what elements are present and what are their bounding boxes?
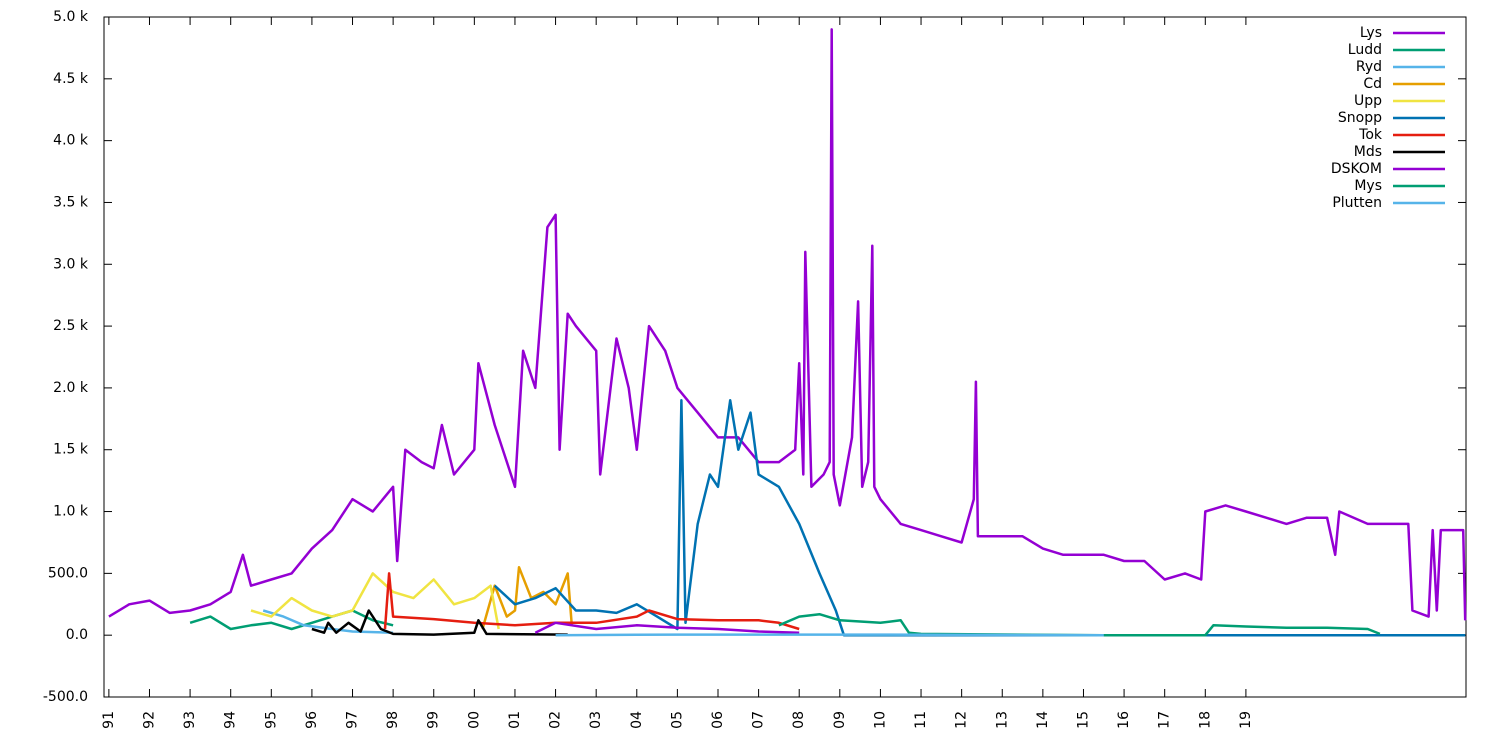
x-tick-label: 97: [345, 711, 361, 729]
x-tick-label: 09: [832, 711, 848, 729]
legend-label: Plutten: [1332, 195, 1382, 211]
x-tick-label: 07: [751, 711, 767, 729]
x-tick-label: 05: [669, 711, 685, 729]
legend-label: Tok: [1358, 127, 1383, 143]
x-tick-label: 96: [304, 711, 320, 729]
x-tick-label: 04: [629, 711, 645, 729]
legend-label: Ludd: [1348, 42, 1382, 58]
y-tick-label: 4.0 k: [53, 133, 89, 149]
legend-label: Mds: [1354, 144, 1382, 160]
x-tick-label: 91: [101, 711, 117, 729]
x-tick-label: 11: [913, 711, 929, 729]
legend-label: Snopp: [1338, 110, 1382, 126]
legend-label: Upp: [1354, 93, 1382, 109]
y-tick-label: 4.5 k: [53, 71, 89, 87]
series-line: [534, 621, 800, 634]
legend-label: Cd: [1363, 76, 1382, 92]
series-line: [311, 609, 568, 636]
y-tick-label: 5.0 k: [53, 9, 89, 25]
y-tick-label: 2.5 k: [53, 318, 89, 334]
x-tick-label: 92: [141, 711, 157, 729]
y-tick-label: 0.0: [66, 627, 88, 643]
series-line: [189, 609, 394, 631]
series-line: [481, 565, 574, 630]
y-tick-label: 3.0 k: [53, 256, 89, 272]
series-line: [383, 572, 800, 631]
x-tick-label: 17: [1157, 711, 1173, 729]
x-tick-label: 10: [872, 711, 888, 729]
x-tick-label: 19: [1238, 711, 1254, 729]
x-tick-label: 93: [182, 711, 198, 729]
x-tick-label: 98: [385, 711, 401, 729]
x-tick-label: 06: [710, 711, 726, 729]
x-tick-label: 12: [954, 711, 970, 729]
y-tick-label: 3.5 k: [53, 194, 89, 210]
series-line: [555, 633, 1104, 637]
x-tick-label: 95: [263, 711, 279, 729]
legend-label: Lys: [1360, 25, 1382, 41]
x-tick-label: 18: [1197, 711, 1213, 729]
x-tick-label: 94: [223, 711, 239, 729]
series-line: [108, 28, 1467, 621]
x-tick-label: 16: [1116, 711, 1132, 729]
x-tick-label: 02: [548, 711, 564, 729]
x-tick-label: 14: [1035, 711, 1051, 729]
x-tick-label: 99: [426, 711, 442, 729]
legend-label: DSKOM: [1331, 161, 1382, 177]
x-tick-label: 03: [588, 711, 604, 729]
plot-border: [103, 16, 1467, 698]
legend-label: Ryd: [1356, 59, 1382, 75]
legend-label: Mys: [1354, 178, 1382, 194]
y-tick-label: 2.0 k: [53, 380, 89, 396]
x-tick-label: 01: [507, 711, 523, 729]
y-tick-label: 500.0: [48, 565, 88, 581]
series-line: [493, 399, 1466, 637]
y-tick-label: 1.0 k: [53, 504, 89, 520]
x-tick-label: 15: [1075, 711, 1091, 729]
series-line: [250, 572, 500, 630]
x-tick-label: 13: [994, 711, 1010, 729]
x-tick-label: 00: [466, 711, 482, 729]
y-tick-label: -500.0: [43, 689, 88, 705]
x-tick-label: 08: [791, 711, 807, 729]
y-tick-label: 1.5 k: [53, 442, 89, 458]
series-line: [778, 612, 1381, 637]
